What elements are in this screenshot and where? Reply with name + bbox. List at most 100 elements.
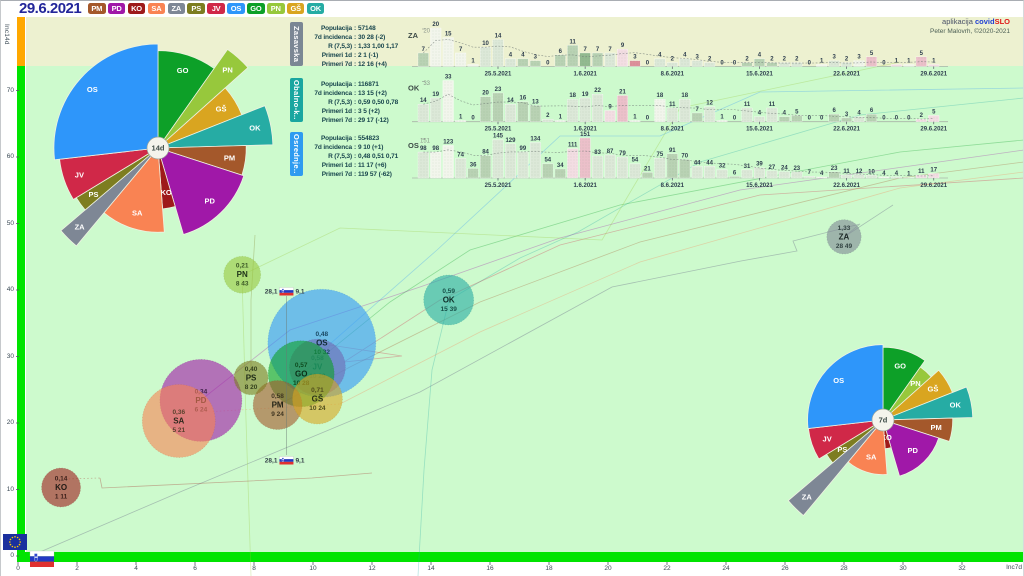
stat-row-OK-1: 7d incidenca:13 15 (+2) xyxy=(300,89,430,98)
region-badge-PD[interactable]: PD xyxy=(107,3,126,14)
stat-value: 29 17 (-12) xyxy=(358,116,389,124)
bubble-circle-GŠ[interactable] xyxy=(292,373,343,425)
rose-wedge-14d-PN[interactable] xyxy=(157,48,249,149)
x-tick-label-26: 26 xyxy=(781,565,789,572)
spark-bar-texture-ZA-9 xyxy=(530,60,541,67)
slovenia-inc7d-label: 9,1 xyxy=(295,458,304,465)
stat-colon: : xyxy=(354,24,357,32)
rose-wedge-7d-OK[interactable] xyxy=(882,386,974,421)
spark-date-label-ZA-3: 15.6.2021 xyxy=(746,71,773,77)
bubble-R-PS: 0,40 xyxy=(245,366,258,373)
rose-wedge-7d-PM[interactable] xyxy=(882,417,954,442)
spark-bar-label-ZA-16: 9 xyxy=(621,43,625,49)
stat-colon: : xyxy=(354,152,357,160)
slovenia-inc14d-label: 28,1 xyxy=(265,289,278,296)
region-badge-PM[interactable]: PM xyxy=(88,3,106,14)
trail-GO xyxy=(300,139,1024,375)
eu-flag-star-6 xyxy=(14,546,16,548)
stat-value: 1,33 1,00 1,17 xyxy=(358,42,399,50)
spark-bar-texture-ZA-15 xyxy=(604,52,616,67)
rose-label-14d-GŠ: GŠ xyxy=(216,105,227,114)
spark-bar-texture-ZA-16 xyxy=(617,49,628,67)
region-badge-PN[interactable]: PN xyxy=(267,3,285,14)
rose-wedge-14d-OS[interactable] xyxy=(53,43,159,161)
spark-bar-label-OS-7: 129 xyxy=(505,138,516,144)
bubble-circle-KO[interactable] xyxy=(41,467,81,508)
region-badge-GŠ[interactable]: GŠ xyxy=(286,3,305,14)
slovenia-flag-icon xyxy=(279,456,294,465)
region-badge-GO[interactable]: GO xyxy=(247,3,265,14)
rose-label-14d-PS: PS xyxy=(88,190,98,199)
bubble-circle-OK[interactable] xyxy=(423,274,475,326)
rose-label-14d-PD: PD xyxy=(205,197,216,206)
y-tick-label-30: 30 xyxy=(6,352,14,360)
spark-bar-label-OK-26: 11 xyxy=(744,102,751,108)
spark-bar-texture-OK-17 xyxy=(629,120,641,122)
x-tick-label-4: 4 xyxy=(134,565,138,572)
region-badge-JV[interactable]: JV xyxy=(207,3,225,14)
spark-date-label-OK-5: 29.6.2021 xyxy=(920,127,947,133)
spark-bar-label-OK-17: 1 xyxy=(633,114,637,120)
bubble-values-KO: 1 11 xyxy=(55,494,68,501)
bubble-code-SA: SA xyxy=(173,417,184,426)
region-badge-OK[interactable]: OK xyxy=(306,3,325,14)
stat-label: Primeri 1d xyxy=(321,51,352,59)
spark-bar-label-ZA-2: 15 xyxy=(445,32,452,38)
region-badge-KO[interactable]: KO xyxy=(127,3,146,14)
spark-date-label-OK-2: 8.6.2021 xyxy=(661,127,685,133)
x-axis-status-bar xyxy=(17,552,1024,562)
spark-bar-label-OS-35: 12 xyxy=(856,169,863,175)
spark-bar-label-OK-38: 0 xyxy=(895,116,899,122)
eu-flag-star-5 xyxy=(16,545,19,548)
spark-bar-texture-ZA-32 xyxy=(816,64,827,67)
spark-bar-texture-OK-3 xyxy=(455,120,466,122)
rose-wedge-14d-SA[interactable] xyxy=(103,146,165,233)
spark-bar-label-OK-25: 0 xyxy=(733,116,737,122)
region-badge-SA[interactable]: SA xyxy=(147,3,166,14)
spark-bar-texture-OS-26 xyxy=(741,169,753,178)
rose-wedge-14d-ZA[interactable] xyxy=(60,147,159,247)
rose-wedge-7d-PD[interactable] xyxy=(882,419,940,477)
spark-bar-texture-OS-28 xyxy=(766,170,778,178)
spark-bar-texture-ZA-17 xyxy=(629,60,641,67)
bubble-circle-PN[interactable] xyxy=(223,255,262,294)
spark-date-label-OS-4: 22.6.2021 xyxy=(833,183,860,189)
stat-row-ZA-0: Populacija:57148 xyxy=(300,24,430,33)
bubble-R-PD: 0,34 xyxy=(195,388,208,395)
panel-tab-OK[interactable]: Obalno-k.. xyxy=(290,78,303,122)
spark-bar-label-OS-16: 79 xyxy=(619,151,626,157)
rose-wedge-7d-ZA[interactable] xyxy=(787,419,884,517)
panel-stats-OS: Populacija:554823 7d incidenca:9 10 (+1) R… xyxy=(300,134,430,179)
corner-flags xyxy=(3,534,55,567)
region-badge-OS[interactable]: OS xyxy=(227,3,245,14)
stat-colon: : xyxy=(354,170,357,178)
region-badge-PS[interactable]: PS xyxy=(187,3,205,14)
rose-wedge-7d-OS[interactable] xyxy=(807,344,884,429)
spark-bar-label-ZA-4: 1 xyxy=(471,58,475,64)
stat-colon: : xyxy=(354,60,357,68)
bubble-values-ZA: 28 49 xyxy=(836,243,853,250)
rose-label-7d-JV: JV xyxy=(823,435,832,444)
bubble-circle-PS[interactable] xyxy=(233,360,269,396)
bubble-circle-ZA[interactable] xyxy=(826,219,862,255)
panel-tab-OS[interactable]: Osrednje.. xyxy=(290,132,303,176)
spark-bar-label-ZA-5: 10 xyxy=(482,41,489,47)
rose-wedge-14d-PD[interactable] xyxy=(157,147,245,235)
spark-bar-label-OK-40: 2 xyxy=(920,113,924,119)
stat-row-OK-4: Primeri 7d:29 17 (-12) xyxy=(300,116,430,125)
region-badge-ZA[interactable]: ZA xyxy=(167,3,186,14)
panel-tab-ZA[interactable]: Zasavska xyxy=(290,22,303,66)
rose-wedge-14d-OK[interactable] xyxy=(157,105,274,149)
spark-bar-label-OK-35: 4 xyxy=(857,111,861,117)
spark-bar-label-ZA-32: 1 xyxy=(820,58,824,64)
bubble-circle-SA[interactable] xyxy=(141,384,216,458)
spark-bar-label-OS-32: 4 xyxy=(820,171,824,177)
